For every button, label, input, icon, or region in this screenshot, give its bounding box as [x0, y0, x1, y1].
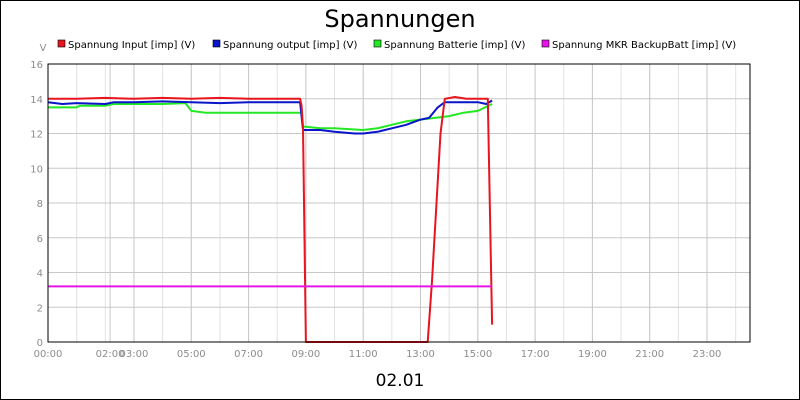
y-axis-label: V [40, 43, 47, 54]
x-tick-label: 11:00 [349, 349, 378, 360]
y-tick-label: 8 [37, 199, 43, 210]
x-tick-label: 19:00 [578, 349, 607, 360]
y-tick-label: 0 [37, 338, 43, 349]
plot-border [47, 63, 751, 343]
x-tick-label: 02:00 [96, 349, 125, 360]
x-tick-label: 15:00 [463, 349, 492, 360]
y-tick-label: 12 [30, 130, 43, 141]
plot-frame [47, 63, 751, 343]
legend-item-2: Spannung Batterie [imp] (V) [373, 39, 525, 51]
legend-swatch [373, 39, 382, 48]
legend-label: Spannung Batterie [imp] (V) [384, 40, 525, 51]
y-tick-label: 16 [30, 60, 43, 71]
legend-item-3: Spannung MKR BackupBatt [imp] (V) [541, 39, 736, 51]
legend-swatch [212, 39, 221, 48]
x-axis-label: 02.01 [376, 371, 425, 391]
y-tick-label: 10 [30, 164, 43, 175]
legend-swatch [541, 39, 550, 48]
x-tick-label: 13:00 [406, 349, 435, 360]
series-line-1 [47, 99, 493, 135]
legend-label: Spannung output [imp] (V) [223, 40, 357, 51]
y-ticks: 0 2 4 6 8 10 12 14 16 [30, 60, 43, 349]
legend: Spannung Input [imp] (V) Spannung output … [57, 39, 736, 51]
y-tick-label: 14 [30, 95, 43, 106]
legend-item-0: Spannung Input [imp] (V) [57, 39, 195, 51]
x-tick-label: 21:00 [635, 349, 664, 360]
legend-item-1: Spannung output [imp] (V) [212, 39, 357, 51]
x-tick-label: 07:00 [234, 349, 263, 360]
legend-label: Spannung Input [imp] (V) [68, 40, 195, 51]
x-tick-label: 09:00 [291, 349, 320, 360]
x-tick-label: 03:00 [120, 349, 149, 360]
legend-swatch [57, 39, 66, 48]
x-tick-label: 05:00 [177, 349, 206, 360]
x-tick-label: 23:00 [693, 349, 722, 360]
y-tick-label: 2 [37, 303, 43, 314]
x-tick-label: 17:00 [521, 349, 550, 360]
legend-label: Spannung MKR BackupBatt [imp] (V) [552, 40, 736, 51]
y-tick-label: 4 [37, 269, 43, 280]
chart-title: Spannungen [324, 5, 475, 33]
x-tick-label: 00:00 [34, 349, 63, 360]
y-tick-label: 6 [37, 234, 43, 245]
